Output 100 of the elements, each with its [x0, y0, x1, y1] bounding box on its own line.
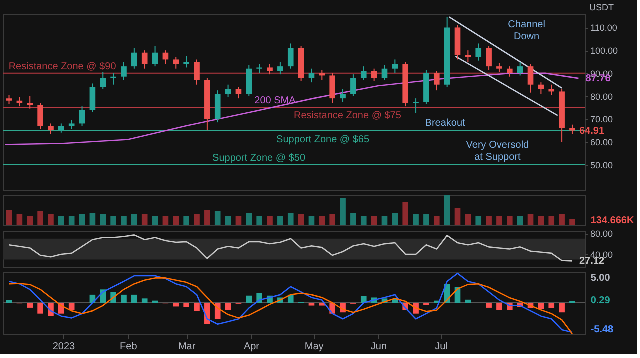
candlestick	[476, 43, 482, 62]
text: 5.00	[590, 273, 611, 284]
bar	[38, 303, 44, 314]
bar	[6, 210, 12, 225]
bar	[173, 216, 180, 225]
bar	[319, 303, 326, 306]
bar	[278, 216, 284, 225]
candlestick	[330, 72, 336, 104]
bar	[308, 303, 315, 306]
candlestick	[308, 68, 315, 84]
candlestick	[121, 62, 127, 81]
candlestick	[142, 50, 148, 70]
y-tick-label: 100.00	[590, 46, 618, 56]
candlestick	[371, 68, 378, 82]
y-tick-label: 80.00	[590, 92, 614, 102]
candlestick	[256, 64, 262, 74]
ref-line-label: Resistance Zone @ $75	[294, 110, 402, 122]
bar	[382, 216, 388, 225]
bar	[204, 210, 210, 225]
series-label: 200 SMA	[254, 95, 296, 106]
annotation: Breakout	[425, 118, 466, 130]
bar	[413, 214, 419, 225]
candlestick	[382, 64, 388, 81]
bar	[454, 208, 461, 225]
candlestick	[90, 83, 96, 113]
bar	[319, 216, 326, 225]
bar	[340, 198, 346, 225]
bar	[506, 216, 513, 225]
bar	[444, 195, 450, 225]
candlestick	[350, 74, 356, 97]
annotation: Very Oversold at Support	[466, 140, 530, 164]
bar	[486, 216, 492, 225]
bar	[100, 214, 106, 225]
candlestick	[538, 82, 544, 94]
annotation: Channel Down	[508, 20, 546, 43]
candlestick	[434, 70, 440, 92]
bar	[184, 303, 190, 308]
ref-line-label: Support Zone @ $65	[276, 134, 370, 146]
text: 64.91	[579, 126, 605, 137]
bar	[496, 216, 502, 225]
y-tick-label: 110.00	[590, 23, 618, 34]
bar	[110, 216, 116, 225]
bar	[184, 216, 190, 225]
bar	[152, 216, 158, 225]
bar	[360, 216, 367, 225]
bar	[548, 303, 555, 308]
candlestick	[225, 84, 232, 98]
candlestick	[184, 56, 190, 68]
bar	[360, 296, 367, 303]
candlestick	[465, 50, 472, 62]
bar	[6, 300, 12, 303]
bar	[548, 216, 555, 225]
bar	[528, 214, 534, 225]
candlestick	[392, 59, 398, 74]
candlestick	[27, 96, 34, 110]
bar	[246, 213, 252, 225]
candlestick	[173, 56, 180, 70]
candlestick	[38, 102, 44, 130]
bar	[121, 216, 127, 225]
line-series	[8, 234, 574, 262]
candlestick	[152, 46, 158, 68]
candlestick	[486, 46, 492, 70]
candlestick	[517, 62, 524, 76]
text: 134.666K	[590, 216, 635, 226]
ref-line-label: Resistance Zone @ $90	[8, 61, 117, 72]
candlestick	[340, 88, 346, 102]
candlestick	[548, 84, 555, 96]
bar	[27, 303, 34, 308]
candlestick	[236, 86, 242, 100]
bar	[194, 214, 200, 225]
bar	[79, 214, 86, 225]
bar	[16, 214, 23, 225]
bar	[559, 214, 565, 225]
bar	[371, 216, 378, 225]
bar	[465, 300, 472, 303]
x-tick-label: 2023	[52, 342, 76, 352]
bar	[68, 216, 75, 225]
bar	[225, 216, 232, 225]
x-tick-label: Feb	[120, 342, 138, 352]
candlestick	[100, 72, 106, 90]
candlestick	[132, 48, 138, 70]
bar	[570, 219, 576, 225]
candlestick	[528, 64, 534, 94]
text: -5.48	[590, 324, 614, 336]
y-tick-label: 70.00	[590, 114, 614, 125]
y-tick-label: 80.00	[590, 229, 614, 240]
bar	[132, 214, 138, 225]
x-tick-label: Jul	[435, 342, 448, 352]
bar	[194, 303, 200, 312]
bar	[496, 303, 502, 310]
candlestick	[6, 94, 12, 105]
bar	[173, 303, 180, 307]
bar	[288, 294, 294, 303]
x-tick-label: Jun	[370, 342, 388, 352]
bar	[350, 213, 356, 225]
bar	[214, 212, 221, 225]
bar	[476, 216, 482, 225]
bar	[27, 216, 34, 225]
bar	[434, 216, 440, 225]
bar	[538, 216, 544, 225]
